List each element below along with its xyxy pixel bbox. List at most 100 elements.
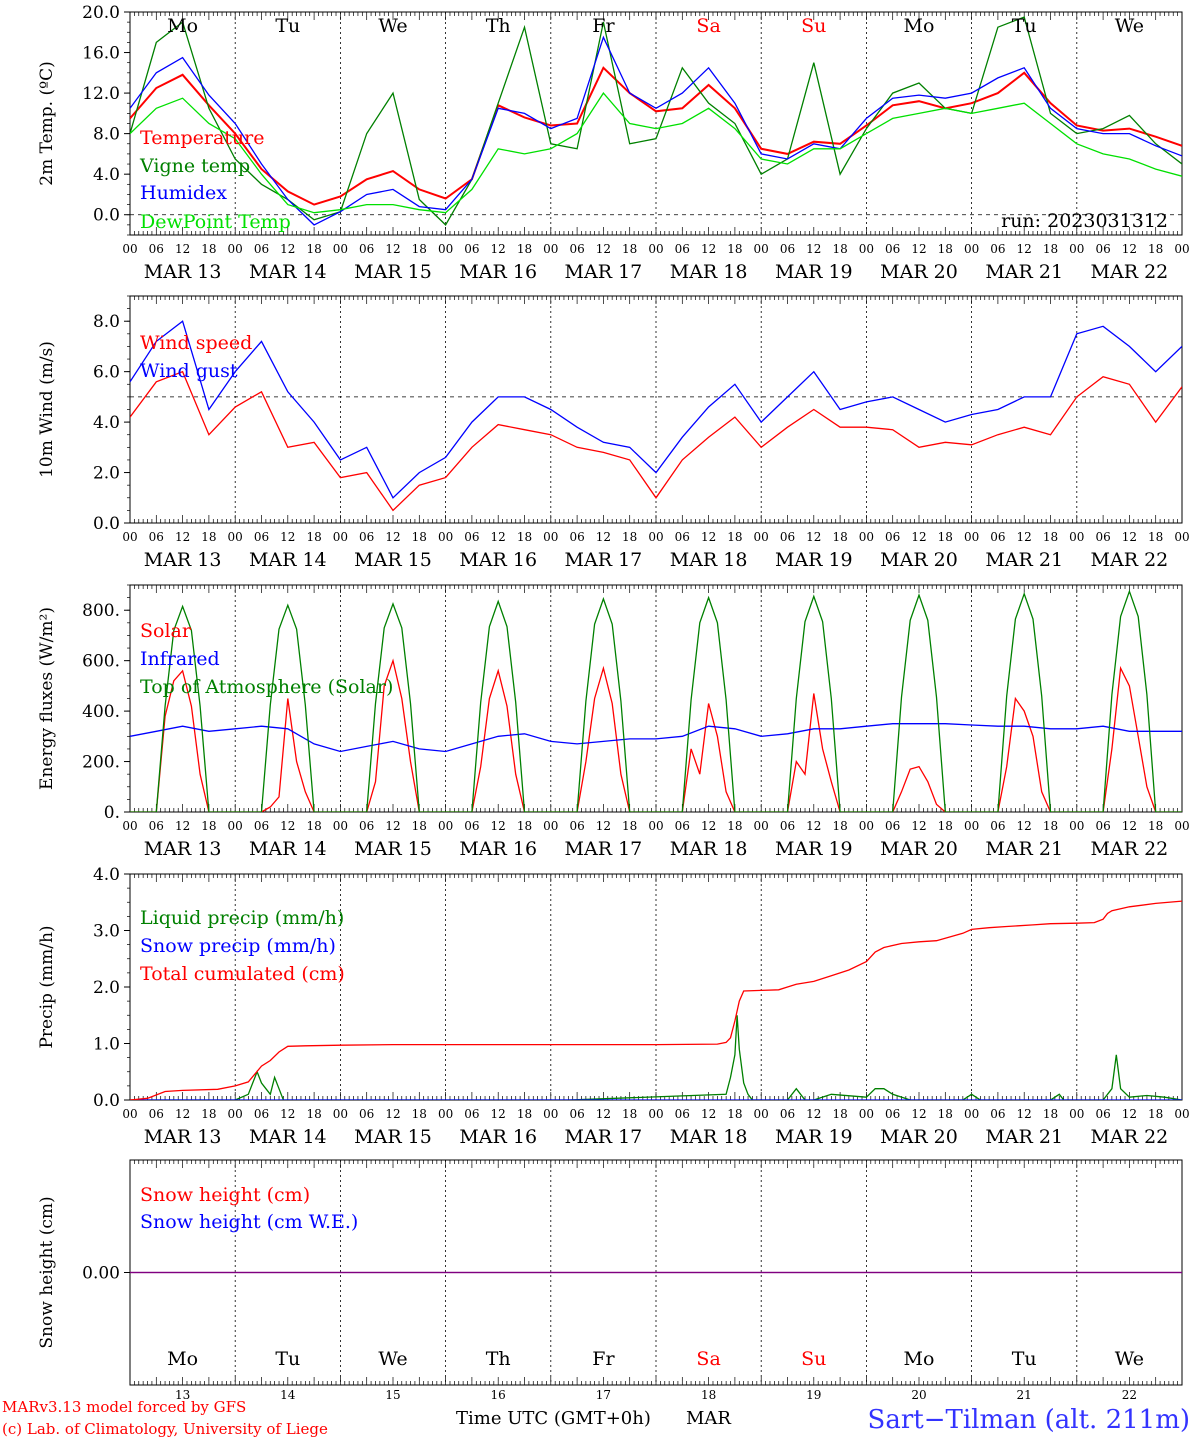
hour-tick-label: 18 (201, 530, 216, 544)
hour-tick-label: 00 (754, 1107, 769, 1121)
hour-tick-label: 00 (964, 242, 979, 256)
date-label: MAR 15 (354, 838, 432, 860)
hour-tick-label: 18 (517, 530, 532, 544)
hour-tick-label: 00 (648, 1107, 663, 1121)
hour-tick-label: 00 (438, 1107, 453, 1121)
y-tick-label: 16.0 (82, 44, 120, 64)
series-line-dewpoint-temp (130, 92, 1182, 214)
y-tick-label: 1.0 (93, 1035, 120, 1055)
hour-tick-label: 18 (1148, 819, 1163, 833)
hour-tick-label: 12 (280, 1107, 295, 1121)
date-label: MAR 14 (249, 261, 327, 283)
weekday-label: Su (801, 15, 826, 37)
date-label: MAR 22 (1091, 838, 1169, 860)
y-tick-label: 6.0 (93, 363, 120, 383)
hour-tick-label: 06 (359, 530, 374, 544)
y-tick-label: 12.0 (82, 84, 120, 104)
y-tick-label: 20.0 (82, 3, 120, 23)
hour-tick-label: 12 (385, 819, 400, 833)
hour-tick-label: 18 (938, 530, 953, 544)
hour-tick-label: 18 (517, 1107, 532, 1121)
day-number-label: 17 (596, 1388, 611, 1402)
hour-tick-label: 00 (333, 530, 348, 544)
hour-tick-label: 12 (1122, 819, 1137, 833)
date-label: MAR 14 (249, 549, 327, 571)
y-tick-label: 2.0 (93, 978, 120, 998)
date-label: MAR 15 (354, 261, 432, 283)
hour-tick-label: 06 (149, 530, 164, 544)
hour-tick-label: 12 (701, 819, 716, 833)
hour-tick-label: 00 (754, 819, 769, 833)
date-label: MAR 17 (565, 549, 643, 571)
hour-tick-label: 18 (727, 819, 742, 833)
credit-line-2: (c) Lab. of Climatology, University of L… (2, 1420, 328, 1438)
hour-tick-label: 12 (596, 819, 611, 833)
hour-tick-label: 00 (754, 530, 769, 544)
y-tick-label: 8.0 (93, 125, 120, 145)
y-tick-label: 600. (82, 652, 120, 672)
date-label: MAR 19 (775, 549, 853, 571)
date-label: MAR 13 (144, 838, 222, 860)
legend-entry: Vigne temp (139, 155, 250, 177)
hour-tick-label: 06 (885, 1107, 900, 1121)
weekday-label: Tu (275, 15, 300, 37)
hour-tick-label: 18 (622, 819, 637, 833)
date-label: MAR 18 (670, 838, 748, 860)
hour-tick-label: 18 (938, 819, 953, 833)
hour-tick-label: 00 (438, 242, 453, 256)
weekday-label: Fr (592, 15, 615, 37)
run-label: run: 2023031312 (1001, 210, 1168, 232)
hour-tick-label: 00 (964, 530, 979, 544)
date-label: MAR 17 (565, 838, 643, 860)
date-label: MAR 19 (775, 1126, 853, 1148)
hour-tick-label: 18 (306, 530, 321, 544)
hour-tick-label: 18 (412, 242, 427, 256)
legend-entry: Wind speed (140, 332, 252, 354)
hour-tick-label: 06 (359, 1107, 374, 1121)
weekday-label: Tu (1012, 1348, 1037, 1370)
hour-tick-label: 06 (675, 530, 690, 544)
hour-tick-label: 18 (727, 1107, 742, 1121)
date-label: MAR 21 (985, 261, 1063, 283)
date-label: MAR 13 (144, 549, 222, 571)
day-number-label: 18 (701, 1388, 716, 1402)
hour-tick-label: 00 (543, 242, 558, 256)
hour-tick-label: 00 (1069, 242, 1084, 256)
hour-tick-label: 12 (911, 242, 926, 256)
hour-tick-label: 00 (754, 242, 769, 256)
hour-tick-label: 00 (1174, 819, 1189, 833)
date-label: MAR 21 (985, 549, 1063, 571)
hour-tick-label: 06 (254, 819, 269, 833)
hour-tick-label: 18 (1148, 1107, 1163, 1121)
date-label: MAR 18 (670, 549, 748, 571)
hour-tick-label: 18 (1148, 242, 1163, 256)
hour-tick-label: 12 (1017, 530, 1032, 544)
hour-tick-label: 12 (596, 530, 611, 544)
hour-tick-label: 18 (517, 819, 532, 833)
hour-tick-label: 00 (543, 1107, 558, 1121)
legend-entry: Snow height (cm) (140, 1184, 310, 1206)
date-label: MAR 17 (565, 261, 643, 283)
weekday-label: Mo (904, 1348, 935, 1370)
hour-tick-label: 00 (333, 1107, 348, 1121)
date-label: MAR 22 (1091, 261, 1169, 283)
hour-tick-label: 00 (1069, 819, 1084, 833)
hour-tick-label: 00 (228, 819, 243, 833)
y-axis-label: Energy fluxes (W/m²) (37, 607, 57, 790)
legend-entry: Liquid precip (mm/h) (140, 907, 344, 929)
date-label: MAR 16 (459, 1126, 537, 1148)
hour-tick-label: 06 (885, 819, 900, 833)
hour-tick-label: 06 (569, 819, 584, 833)
hour-tick-label: 00 (964, 819, 979, 833)
hour-tick-label: 18 (622, 242, 637, 256)
hour-tick-label: 00 (964, 1107, 979, 1121)
station-label: Sart−Tilman (alt. 211m) (868, 1405, 1190, 1435)
hour-tick-label: 06 (359, 242, 374, 256)
hour-tick-label: 06 (1095, 242, 1110, 256)
date-label: MAR 20 (880, 261, 958, 283)
legend-entry: Snow precip (mm/h) (140, 935, 336, 957)
hour-tick-label: 00 (543, 819, 558, 833)
hour-tick-label: 12 (175, 1107, 190, 1121)
date-label: MAR 18 (670, 261, 748, 283)
hour-tick-label: 18 (938, 1107, 953, 1121)
